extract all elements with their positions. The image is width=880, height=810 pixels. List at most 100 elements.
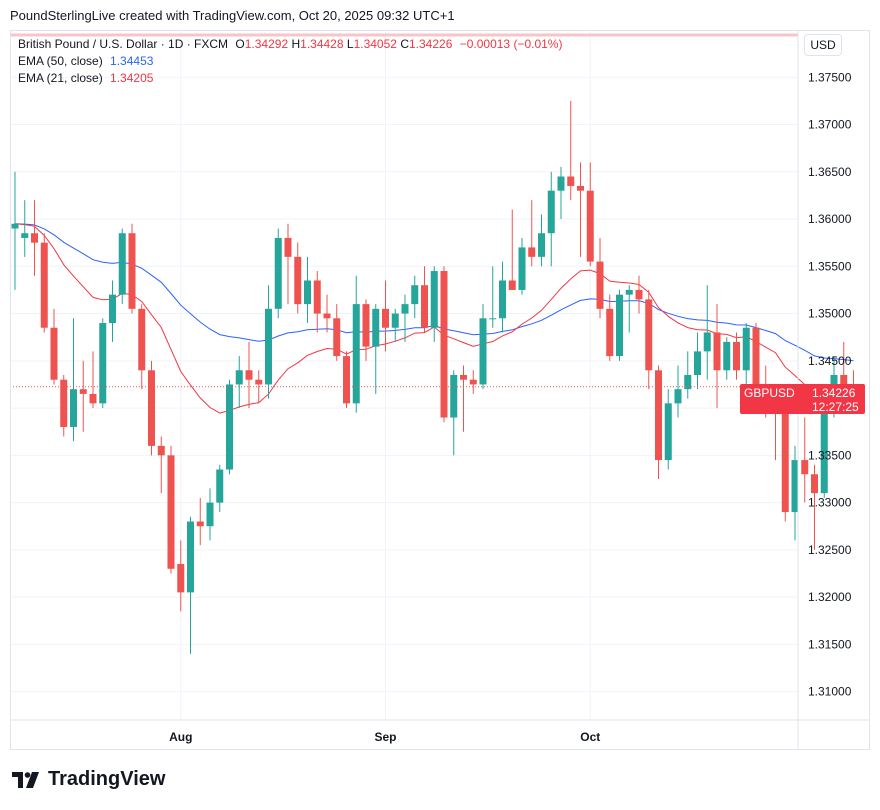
ema50-label: EMA (50, close) (18, 54, 103, 68)
candle-body (148, 370, 155, 446)
candle-body (479, 318, 487, 385)
candle-body (382, 308, 389, 328)
candle-body (157, 445, 165, 456)
candle-body (177, 564, 185, 593)
candle-body (245, 370, 253, 380)
candle-body (820, 408, 828, 494)
candle-body (694, 351, 701, 375)
candle (606, 294, 614, 361)
candle (625, 285, 633, 333)
candle-body (508, 280, 516, 290)
candle-body (499, 280, 506, 319)
candle (255, 370, 263, 404)
candle (586, 162, 594, 267)
candle (508, 209, 516, 290)
candle (382, 280, 389, 352)
candle-body (421, 285, 428, 328)
candle-body (723, 341, 731, 371)
y-tick-label: 1.32000 (808, 590, 852, 604)
candle (138, 304, 146, 390)
candle-body (606, 308, 614, 357)
candle (274, 228, 282, 319)
currency-button[interactable]: USD (804, 34, 842, 56)
candle-body (372, 308, 380, 347)
candle (157, 436, 165, 494)
candle-body (226, 384, 233, 470)
candle-body (216, 469, 224, 503)
candle (245, 341, 253, 409)
instrument-title: British Pound / U.S. Dollar · 1D · FXCM (18, 37, 229, 51)
price-tag-countdown: 12:27:25 (812, 400, 859, 414)
candle (187, 516, 194, 654)
candle-body (235, 370, 243, 385)
low-value: 1.34052 (353, 37, 397, 51)
candle-body (655, 370, 662, 461)
y-tick-label: 1.36000 (808, 212, 852, 226)
candle-body (31, 233, 38, 243)
candle-body (265, 308, 272, 385)
candle (450, 370, 458, 456)
y-tick-label: 1.34500 (808, 354, 852, 368)
candle-body (781, 408, 789, 513)
y-tick-label: 1.33000 (808, 496, 852, 510)
candle (811, 464, 818, 550)
candle (226, 379, 233, 475)
ema21-label: EMA (21, close) (18, 71, 103, 85)
high-label: H (291, 37, 301, 51)
candle-body (118, 233, 126, 295)
candle (430, 266, 438, 342)
y-tick-label: 1.37000 (808, 118, 852, 132)
candle (21, 200, 29, 257)
candle-body (401, 304, 409, 314)
candle (118, 228, 126, 305)
candle (557, 167, 565, 220)
candle (781, 398, 789, 522)
candle-body (450, 375, 458, 418)
close-value: 1.34226 (408, 37, 453, 51)
candle-body (255, 379, 263, 385)
candle (518, 237, 526, 295)
low-label: L (346, 37, 354, 51)
candle (528, 200, 536, 267)
price-tag-symbol: GBPUSD (744, 386, 795, 400)
candle (206, 488, 214, 541)
candle (70, 318, 77, 442)
candle (489, 266, 497, 328)
candle-body (294, 256, 302, 305)
candle-body (109, 294, 116, 324)
candle (479, 304, 487, 390)
candle (109, 280, 116, 342)
footer-logo[interactable]: TradingView (12, 768, 165, 791)
candle-body (791, 460, 799, 513)
candle (469, 370, 477, 394)
candle-body (586, 190, 594, 262)
candle-body (489, 318, 497, 320)
candle (820, 403, 828, 498)
x-axis: Aug Sep Oct (169, 730, 600, 744)
grid-layer (10, 30, 798, 720)
ema21-row[interactable]: EMA (21, close) 1.34205 (18, 70, 562, 87)
candle-body (703, 332, 711, 352)
candle-body (333, 318, 341, 357)
candle (538, 214, 545, 267)
candle (343, 351, 350, 409)
x-tick-label: Sep (374, 730, 396, 744)
candle (196, 497, 204, 546)
candle-body (625, 289, 633, 295)
candle-body (742, 327, 750, 371)
candle (635, 275, 643, 314)
candle (89, 351, 97, 409)
candle-body (304, 280, 311, 305)
chart-frame (10, 30, 870, 750)
candle-body (411, 285, 419, 305)
candle-body (752, 327, 760, 390)
candle-body (284, 237, 292, 257)
ema50-row[interactable]: EMA (50, close) 1.34453 (18, 53, 562, 70)
candle-body (352, 304, 360, 404)
candle-body (840, 375, 848, 385)
candle (547, 171, 555, 267)
candle (733, 332, 740, 380)
candle (352, 275, 360, 413)
candle (265, 285, 272, 399)
candle (499, 261, 506, 333)
